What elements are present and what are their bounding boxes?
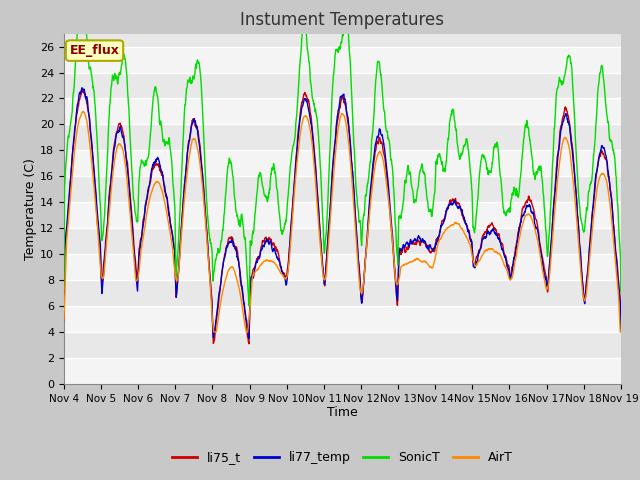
li75_t [359, 290, 367, 296]
Bar [64, 47, 621, 72]
SonicT [60, 287, 68, 292]
SonicT [216, 250, 223, 255]
li75_t [216, 292, 223, 298]
li77_temp [60, 312, 68, 318]
li77_temp [78, 85, 86, 91]
li75_t [568, 141, 576, 146]
AirT [216, 305, 223, 311]
SonicT [617, 288, 625, 294]
Title: Instument Temperatures: Instument Temperatures [241, 11, 444, 29]
AirT [617, 329, 625, 335]
Bar [64, 254, 621, 280]
li77_temp [505, 266, 513, 272]
AirT [584, 280, 591, 286]
SonicT [505, 208, 513, 214]
li77_temp [216, 289, 223, 295]
AirT [359, 286, 367, 291]
li75_t [505, 263, 513, 268]
Line: SonicT: SonicT [64, 0, 621, 306]
AirT [371, 163, 379, 169]
li75_t [60, 317, 68, 323]
AirT [210, 329, 218, 335]
AirT [79, 108, 86, 114]
li75_t [371, 150, 379, 156]
li77_temp [568, 146, 576, 152]
Bar [64, 202, 621, 228]
SonicT [371, 88, 379, 94]
Bar [64, 98, 621, 124]
li75_t [78, 87, 86, 93]
Y-axis label: Temperature (C): Temperature (C) [24, 158, 37, 260]
AirT [505, 274, 513, 279]
li75_t [617, 329, 625, 335]
AirT [568, 168, 576, 173]
Line: li77_temp: li77_temp [64, 88, 621, 338]
SonicT [568, 71, 576, 77]
Bar [64, 306, 621, 332]
li77_temp [371, 144, 379, 149]
Text: EE_flux: EE_flux [70, 44, 120, 57]
SonicT [359, 218, 367, 224]
Line: li75_t: li75_t [64, 90, 621, 344]
Bar [64, 358, 621, 384]
X-axis label: Time: Time [327, 407, 358, 420]
li77_temp [245, 336, 253, 341]
li77_temp [584, 272, 591, 277]
li77_temp [617, 328, 625, 334]
AirT [60, 317, 68, 323]
li77_temp [359, 287, 367, 293]
Legend: li75_t, li77_temp, SonicT, AirT: li75_t, li77_temp, SonicT, AirT [167, 446, 518, 469]
Line: AirT: AirT [64, 111, 621, 332]
li75_t [584, 268, 591, 274]
SonicT [245, 303, 253, 309]
SonicT [584, 205, 591, 211]
li75_t [245, 341, 253, 347]
Bar [64, 150, 621, 176]
